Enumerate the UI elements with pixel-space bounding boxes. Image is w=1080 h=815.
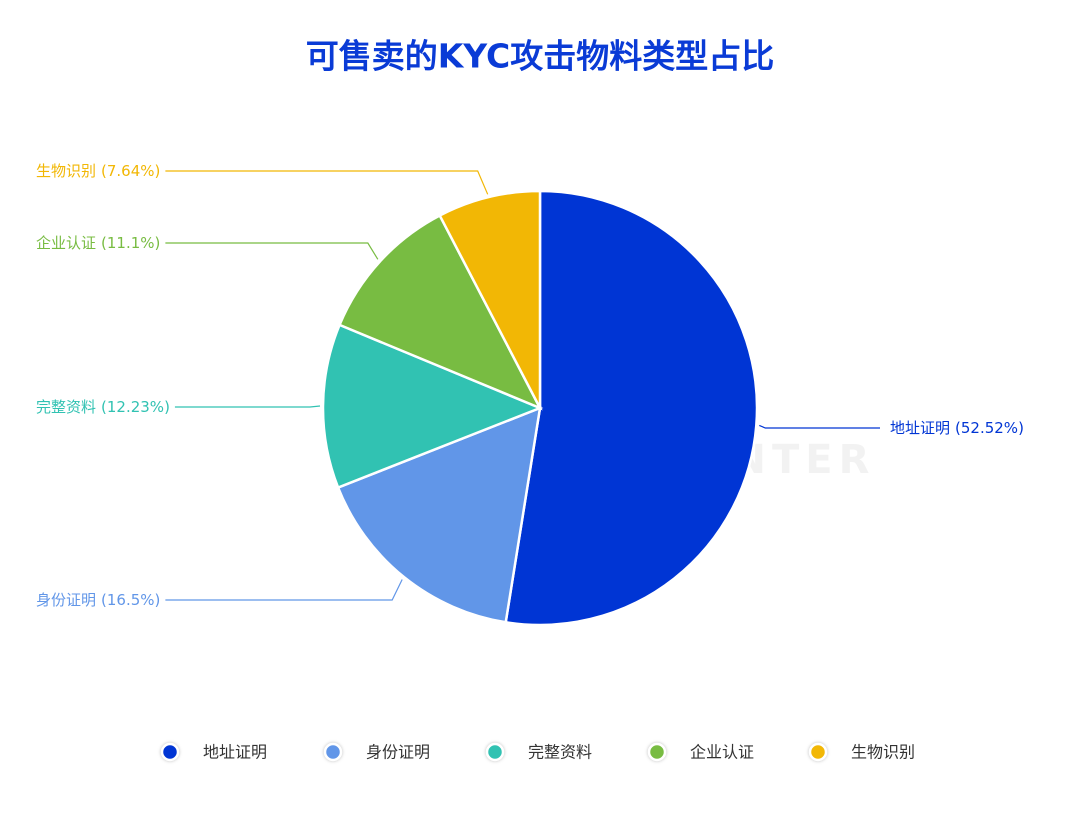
labels: 地址证明 (52.52%) 身份证明 (16.5%) 完整资料 (12.23%) 企业认证 (… — [36, 162, 1024, 609]
slice-label-value: (52.52%) — [955, 419, 1024, 437]
slice-label-value: (16.5%) — [101, 591, 160, 609]
slice-label-value: (7.64%) — [101, 162, 160, 180]
legend-marker — [160, 742, 180, 762]
legend-label: 企业认证 — [690, 743, 754, 762]
legend-label: 身份证明 — [366, 743, 430, 762]
slice-label-name: 企业认证 — [36, 234, 96, 252]
slice-label: 地址证明 (52.52%) — [890, 419, 1024, 437]
leader-line — [165, 242, 379, 260]
slice-label: 企业认证 (11.1%) — [36, 234, 160, 252]
slice-label-value: (12.23%) — [101, 398, 170, 416]
leader-line — [759, 424, 880, 429]
legend-marker — [323, 742, 343, 762]
slice-label-name: 生物识别 — [36, 162, 96, 180]
legend-marker — [485, 742, 505, 762]
slice-label: 完整资料 (12.23%) — [36, 398, 170, 416]
chart-title: 可售卖的KYC攻击物料类型占比 — [306, 37, 775, 76]
pie-slice — [438, 189, 542, 409]
pie-slice — [504, 189, 759, 627]
legend-marker — [808, 742, 828, 762]
legend-label: 生物识别 — [851, 743, 915, 762]
slice-label-name: 身份证明 — [36, 591, 96, 609]
pie-slice — [321, 323, 544, 490]
slice-label: 身份证明 (16.5%) — [36, 591, 160, 609]
slice-label-value: (11.1%) — [101, 234, 160, 252]
leader-line — [165, 170, 489, 195]
slice-label: 生物识别 (7.64%) — [36, 162, 160, 180]
legend-marker — [647, 742, 667, 762]
slice-label-name: 完整资料 — [36, 398, 96, 416]
slice-label-name: 地址证明 — [890, 419, 950, 437]
leader-line — [165, 579, 403, 601]
leader-line — [174, 405, 321, 408]
legend-label: 完整资料 — [528, 743, 592, 762]
pie — [321, 189, 759, 627]
pie-slice — [336, 406, 542, 624]
legend: 地址证明 身份证明 完整资料 企业认证 生物识别 — [160, 742, 915, 762]
legend-label: 地址证明 — [203, 743, 267, 762]
pie-slice — [337, 213, 543, 411]
